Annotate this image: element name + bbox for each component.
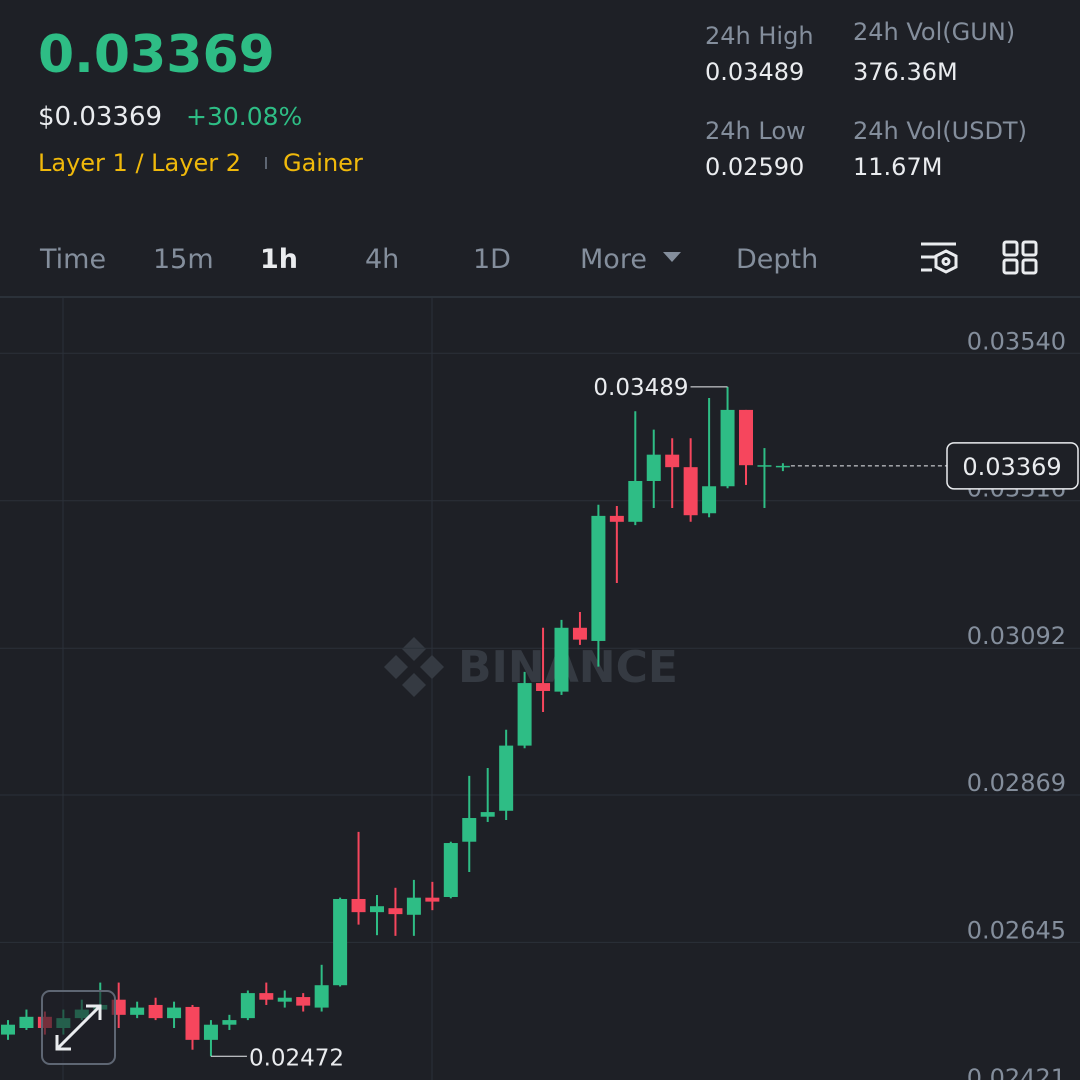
- stat-value: 11.67M: [853, 153, 942, 181]
- y-tick-label: 0.03092: [967, 622, 1066, 650]
- stat-value: 376.36M: [853, 58, 958, 86]
- tab[interactable]: 1D: [473, 244, 511, 275]
- price-change: +30.08%: [186, 102, 302, 131]
- tab[interactable]: Depth: [736, 244, 818, 275]
- stat-label: 24h High: [705, 22, 814, 50]
- candle-body: [702, 486, 717, 514]
- candle-body: [462, 818, 477, 842]
- expand-button[interactable]: [41, 990, 116, 1065]
- candle-body: [425, 897, 440, 902]
- candle-body: [19, 1016, 34, 1028]
- tag[interactable]: Gainer: [283, 149, 363, 177]
- candle-body: [351, 898, 366, 913]
- low-label: 0.02472: [249, 1045, 344, 1071]
- candle-body: [683, 467, 698, 516]
- tab[interactable]: Time: [39, 244, 106, 275]
- candle-body: [499, 745, 514, 811]
- price: 0.03369: [38, 25, 275, 85]
- tab-bar: Time 15m 1h 4h 1D More Depth: [39, 244, 818, 275]
- candle-body: [222, 1020, 237, 1025]
- stat-label: 24h Low: [705, 117, 806, 145]
- stat-value: 0.03489: [705, 58, 804, 86]
- y-tick-label: 0.02869: [967, 769, 1066, 797]
- last-price-label: 0.03369: [962, 453, 1061, 481]
- candle-body: [591, 515, 606, 641]
- candle-body: [296, 997, 311, 1006]
- last-price-box: [946, 442, 1079, 490]
- stat-value: 0.02590: [705, 153, 804, 181]
- high-label: 0.03489: [593, 375, 688, 401]
- candle-body: [757, 465, 772, 467]
- candle-body: [1, 1024, 15, 1035]
- candle-body: [665, 454, 680, 468]
- tab[interactable]: 4h: [365, 244, 399, 275]
- candle-body: [370, 906, 384, 913]
- candle-body: [167, 1007, 182, 1019]
- candle-body: [646, 454, 661, 481]
- watermark-logo: [384, 637, 444, 697]
- settings-icon[interactable]: [921, 242, 958, 274]
- candle-body: [203, 1024, 218, 1040]
- candle-body: [388, 908, 403, 915]
- candle-body: [720, 409, 735, 487]
- separator: [265, 157, 267, 169]
- candle-body: [775, 465, 790, 468]
- candle-body: [554, 627, 569, 692]
- dropdown-arrow[interactable]: [663, 252, 681, 262]
- candle-body: [536, 683, 551, 691]
- candle-body: [314, 985, 329, 1008]
- y-tick-label: 0.02421: [967, 1064, 1066, 1080]
- candle-body: [130, 1007, 145, 1015]
- tab[interactable]: 1h: [260, 244, 298, 275]
- candle-body: [148, 1004, 163, 1019]
- candle-body: [443, 843, 458, 898]
- stat-label: 24h Vol(GUN): [853, 18, 1015, 46]
- candle-body: [739, 409, 753, 466]
- candle-body: [277, 997, 292, 1002]
- chart: BINANCE 0.035400.033160.030920.028690.02…: [0, 298, 1080, 1080]
- candle-body: [259, 993, 274, 1000]
- tab[interactable]: More: [580, 244, 647, 275]
- candle-body: [240, 993, 255, 1019]
- price-usd: $0.03369: [38, 102, 162, 132]
- candle-body: [406, 897, 421, 915]
- tag[interactable]: Layer 1 / Layer 2: [38, 149, 241, 177]
- candle-body: [333, 898, 348, 986]
- tab[interactable]: 15m: [153, 244, 214, 275]
- candle-body: [628, 480, 643, 522]
- candle-body: [609, 515, 624, 522]
- candle-body: [517, 683, 532, 746]
- candle-body: [480, 812, 495, 817]
- candle-body: [572, 627, 587, 640]
- layout-icon[interactable]: [1002, 240, 1038, 275]
- y-tick-label: 0.03540: [967, 327, 1066, 355]
- y-tick-label: 0.02645: [967, 916, 1066, 944]
- candle-body: [185, 1006, 200, 1040]
- stat-label: 24h Vol(USDT): [853, 117, 1027, 145]
